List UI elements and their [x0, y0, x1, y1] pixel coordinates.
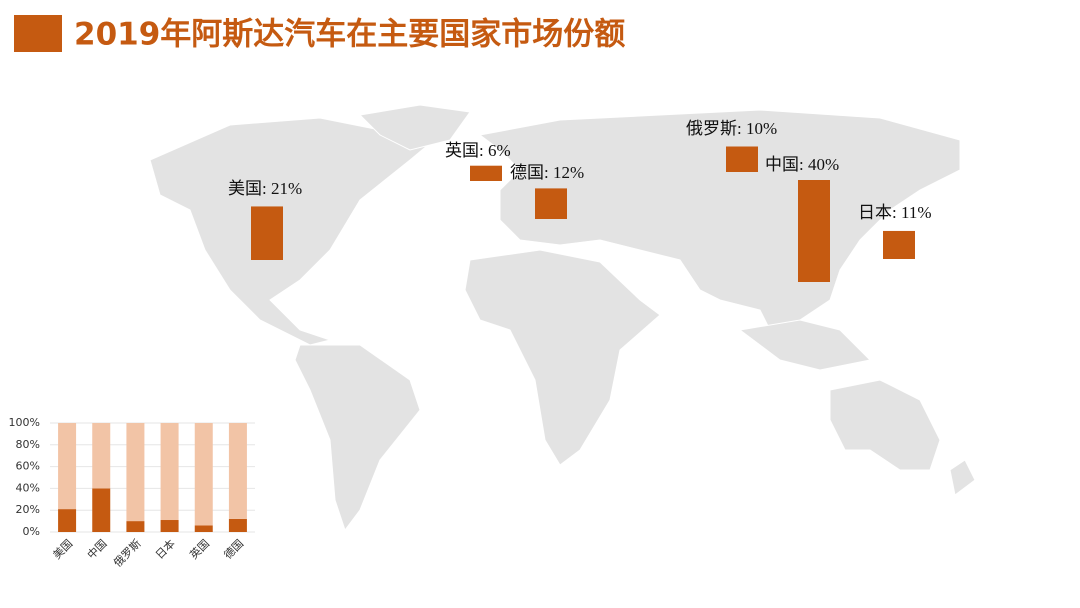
- y-tick-label: 80%: [16, 438, 40, 451]
- country-bar: [726, 146, 758, 172]
- y-tick-label: 40%: [16, 481, 40, 494]
- stack-segment: [228, 423, 247, 519]
- stack-segment: [160, 423, 179, 521]
- title-marker: [14, 15, 62, 52]
- country-bar: [470, 165, 502, 181]
- stack-segment: [92, 423, 111, 489]
- country-bar: [535, 188, 567, 219]
- x-tick-label: 中国: [85, 537, 110, 562]
- stack-segment: [194, 423, 213, 526]
- stack-segment: [160, 520, 179, 532]
- x-tick-label: 日本: [152, 536, 177, 561]
- stack-segment: [194, 525, 213, 532]
- country-label: 日本: 11%: [858, 203, 932, 222]
- country-label: 英国: 6%: [445, 141, 511, 160]
- stack-segment: [58, 509, 77, 532]
- share-chart: 0% 20% 40% 60% 80% 100% 美国 中国 俄罗斯 日本 英国 德国: [9, 416, 255, 570]
- stack-segment: [126, 423, 145, 522]
- x-tick-label: 俄罗斯: [111, 537, 144, 570]
- stack-segment: [58, 423, 77, 510]
- country-bar: [798, 180, 830, 282]
- y-tick-label: 100%: [9, 416, 40, 429]
- country-bar: [251, 206, 283, 260]
- y-tick-label: 0%: [23, 525, 40, 538]
- stack-segment: [228, 518, 247, 532]
- map-bars: 美国: 21% 英国: 6% 德国: 12% 俄罗斯: 10% 中国: 40% 日本: 1…: [228, 119, 932, 282]
- title: 2019年阿斯达汽车在主要国家市场份额: [74, 17, 625, 53]
- y-tick-label: 60%: [16, 460, 40, 473]
- x-tick-label: 英国: [187, 536, 212, 561]
- y-tick-label: 20%: [16, 503, 40, 516]
- country-label: 德国: 12%: [510, 163, 584, 182]
- country-bar: [883, 230, 915, 259]
- country-label: 美国: 21%: [228, 179, 302, 198]
- x-tick-label: 美国: [51, 537, 76, 562]
- x-tick-label: 德国: [221, 536, 246, 561]
- stack-segment: [126, 521, 145, 532]
- world-map: [149, 104, 976, 532]
- country-label: 中国: 40%: [765, 155, 839, 174]
- stack-segment: [92, 488, 111, 532]
- country-label: 俄罗斯: 10%: [686, 119, 777, 138]
